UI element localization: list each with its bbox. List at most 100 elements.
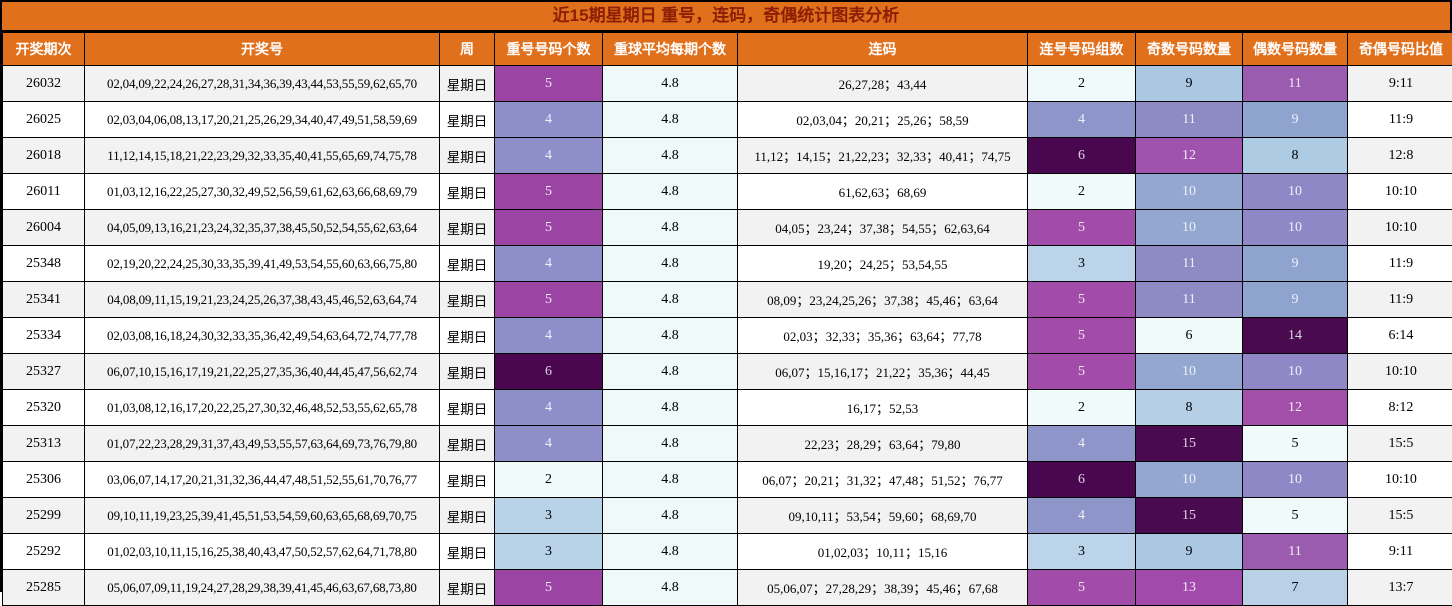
numbers-cell: 02,03,08,16,18,24,30,32,33,35,36,42,49,5… [85, 318, 440, 354]
week-cell: 星期日 [440, 390, 495, 426]
ratio-cell: 9:11 [1348, 534, 1452, 570]
week-cell: 星期日 [440, 462, 495, 498]
column-header-odd: 奇数号码数量 [1136, 33, 1243, 66]
consecutive-cell: 61,62,63；68,69 [738, 174, 1028, 210]
odd-count-cell: 11 [1136, 282, 1243, 318]
repeat-count-cell: 5 [495, 174, 603, 210]
week-cell: 星期日 [440, 426, 495, 462]
group-count-cell: 3 [1028, 534, 1136, 570]
ratio-cell: 6:14 [1348, 318, 1452, 354]
numbers-cell: 04,08,09,11,15,19,21,23,24,25,26,37,38,4… [85, 282, 440, 318]
odd-count-cell: 6 [1136, 318, 1243, 354]
week-cell: 星期日 [440, 498, 495, 534]
avg-cell: 4.8 [603, 426, 738, 462]
group-count-cell: 5 [1028, 354, 1136, 390]
ratio-cell: 11:9 [1348, 102, 1452, 138]
week-cell: 星期日 [440, 570, 495, 606]
week-cell: 星期日 [440, 66, 495, 102]
ratio-cell: 10:10 [1348, 354, 1452, 390]
avg-cell: 4.8 [603, 246, 738, 282]
repeat-count-cell: 5 [495, 570, 603, 606]
even-count-cell: 5 [1243, 426, 1348, 462]
ratio-cell: 15:5 [1348, 498, 1452, 534]
repeat-count-cell: 3 [495, 498, 603, 534]
even-count-cell: 10 [1243, 210, 1348, 246]
column-header-numbers: 开奖号 [85, 33, 440, 66]
column-header-ratio: 奇偶号码比值 [1348, 33, 1452, 66]
avg-cell: 4.8 [603, 354, 738, 390]
stats-table: 开奖期次开奖号周重号号码个数重球平均每期个数连码连号号码组数奇数号码数量偶数号码… [2, 32, 1452, 606]
week-cell: 星期日 [440, 534, 495, 570]
odd-count-cell: 10 [1136, 174, 1243, 210]
consecutive-cell: 22,23；28,29；63,64；79,80 [738, 426, 1028, 462]
ratio-cell: 13:7 [1348, 570, 1452, 606]
ratio-cell: 10:10 [1348, 462, 1452, 498]
repeat-count-cell: 5 [495, 282, 603, 318]
column-header-avg: 重球平均每期个数 [603, 33, 738, 66]
odd-count-cell: 12 [1136, 138, 1243, 174]
week-cell: 星期日 [440, 282, 495, 318]
avg-cell: 4.8 [603, 66, 738, 102]
group-count-cell: 5 [1028, 210, 1136, 246]
consecutive-cell: 01,02,03；10,11；15,16 [738, 534, 1028, 570]
column-header-period: 开奖期次 [3, 33, 85, 66]
odd-count-cell: 15 [1136, 426, 1243, 462]
repeat-count-cell: 4 [495, 426, 603, 462]
avg-cell: 4.8 [603, 570, 738, 606]
period-cell: 26018 [3, 138, 85, 174]
numbers-cell: 02,19,20,22,24,25,30,33,35,39,41,49,53,5… [85, 246, 440, 282]
avg-cell: 4.8 [603, 138, 738, 174]
even-count-cell: 10 [1243, 462, 1348, 498]
period-cell: 25285 [3, 570, 85, 606]
period-cell: 25320 [3, 390, 85, 426]
odd-count-cell: 10 [1136, 462, 1243, 498]
week-cell: 星期日 [440, 318, 495, 354]
ratio-cell: 11:9 [1348, 246, 1452, 282]
even-count-cell: 14 [1243, 318, 1348, 354]
period-cell: 25334 [3, 318, 85, 354]
even-count-cell: 9 [1243, 246, 1348, 282]
ratio-cell: 11:9 [1348, 282, 1452, 318]
even-count-cell: 11 [1243, 66, 1348, 102]
period-cell: 25341 [3, 282, 85, 318]
consecutive-cell: 19,20；24,25；53,54,55 [738, 246, 1028, 282]
group-count-cell: 5 [1028, 318, 1136, 354]
odd-count-cell: 10 [1136, 354, 1243, 390]
avg-cell: 4.8 [603, 102, 738, 138]
consecutive-cell: 04,05；23,24；37,38；54,55；62,63,64 [738, 210, 1028, 246]
odd-count-cell: 15 [1136, 498, 1243, 534]
numbers-cell: 02,04,09,22,24,26,27,28,31,34,36,39,43,4… [85, 66, 440, 102]
numbers-cell: 06,07,10,15,16,17,19,21,22,25,27,35,36,4… [85, 354, 440, 390]
column-header-consecutive: 连码 [738, 33, 1028, 66]
even-count-cell: 11 [1243, 534, 1348, 570]
ratio-cell: 10:10 [1348, 174, 1452, 210]
repeat-count-cell: 5 [495, 66, 603, 102]
period-cell: 26032 [3, 66, 85, 102]
consecutive-cell: 26,27,28；43,44 [738, 66, 1028, 102]
group-count-cell: 6 [1028, 138, 1136, 174]
odd-count-cell: 11 [1136, 246, 1243, 282]
ratio-cell: 15:5 [1348, 426, 1452, 462]
column-header-repeat: 重号号码个数 [495, 33, 603, 66]
numbers-cell: 01,07,22,23,28,29,31,37,43,49,53,55,57,6… [85, 426, 440, 462]
week-cell: 星期日 [440, 138, 495, 174]
avg-cell: 4.8 [603, 318, 738, 354]
group-count-cell: 2 [1028, 390, 1136, 426]
column-header-week: 周 [440, 33, 495, 66]
odd-count-cell: 9 [1136, 534, 1243, 570]
avg-cell: 4.8 [603, 498, 738, 534]
numbers-cell: 11,12,14,15,18,21,22,23,29,32,33,35,40,4… [85, 138, 440, 174]
avg-cell: 4.8 [603, 462, 738, 498]
repeat-count-cell: 2 [495, 462, 603, 498]
odd-count-cell: 13 [1136, 570, 1243, 606]
period-cell: 26004 [3, 210, 85, 246]
odd-count-cell: 8 [1136, 390, 1243, 426]
